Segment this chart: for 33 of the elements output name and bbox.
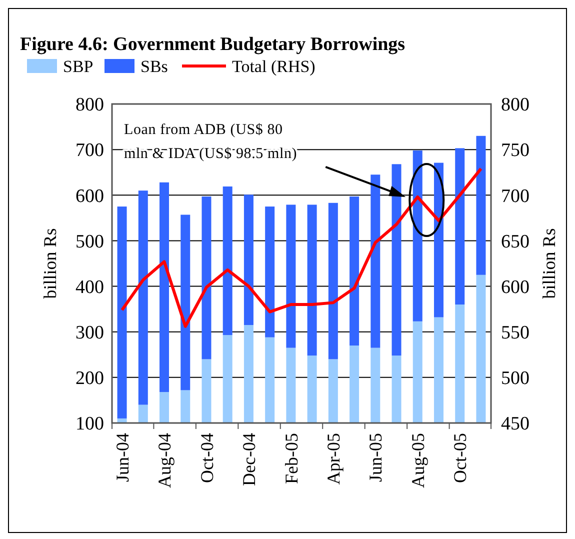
legend-label: SBP [63, 57, 94, 76]
x-tick-label: Oct-05 [450, 433, 470, 483]
x-tick-label: Oct-04 [196, 433, 217, 483]
x-tick-label: Feb-05 [281, 433, 302, 484]
y2-tick-label: 650 [501, 231, 530, 252]
legend-label: Total (RHS) [232, 57, 316, 76]
legend-label: SBs [140, 57, 168, 76]
annotation: Loan from ADB (US$ 80 mln & IDA (US$ 98.5 mln) [124, 122, 298, 162]
x-tick-label: Apr-05 [323, 433, 344, 485]
y-tick-label: 300 [76, 322, 104, 344]
y-tick-label: 500 [76, 231, 104, 252]
y-axis-title: billion Rs [40, 228, 60, 299]
chart-title: Figure 4.6: Government Budgetary Borrowings [20, 34, 406, 55]
x-tick-label: Jun-04 [112, 433, 132, 482]
y-tick-label: 100 [76, 414, 104, 435]
y2-tick-label: 750 [501, 140, 530, 162]
y-tick-label: 200 [76, 368, 104, 390]
y2-tick-label: 800 [501, 94, 530, 116]
line-series [120, 167, 482, 328]
y2-tick-label: 450 [501, 414, 530, 435]
x-tick-label: Dec-04 [239, 433, 260, 486]
y-tick-label: 700 [76, 140, 104, 162]
y-tick-label: 600 [76, 186, 104, 207]
y2-axis-title: billion Rs [539, 228, 559, 299]
y2-tick-label: 700 [501, 186, 530, 207]
y-tick-label: 800 [76, 94, 104, 116]
y2-tick-label: 600 [501, 276, 530, 298]
x-tick-label: Aug-04 [154, 433, 175, 488]
y2-tick-label: 550 [501, 322, 530, 344]
y-tick-label: 400 [76, 276, 104, 298]
x-tick-label: Jun-05 [366, 433, 386, 482]
x-tick-label: Aug-05 [408, 433, 428, 488]
y2-tick-label: 500 [501, 368, 530, 390]
